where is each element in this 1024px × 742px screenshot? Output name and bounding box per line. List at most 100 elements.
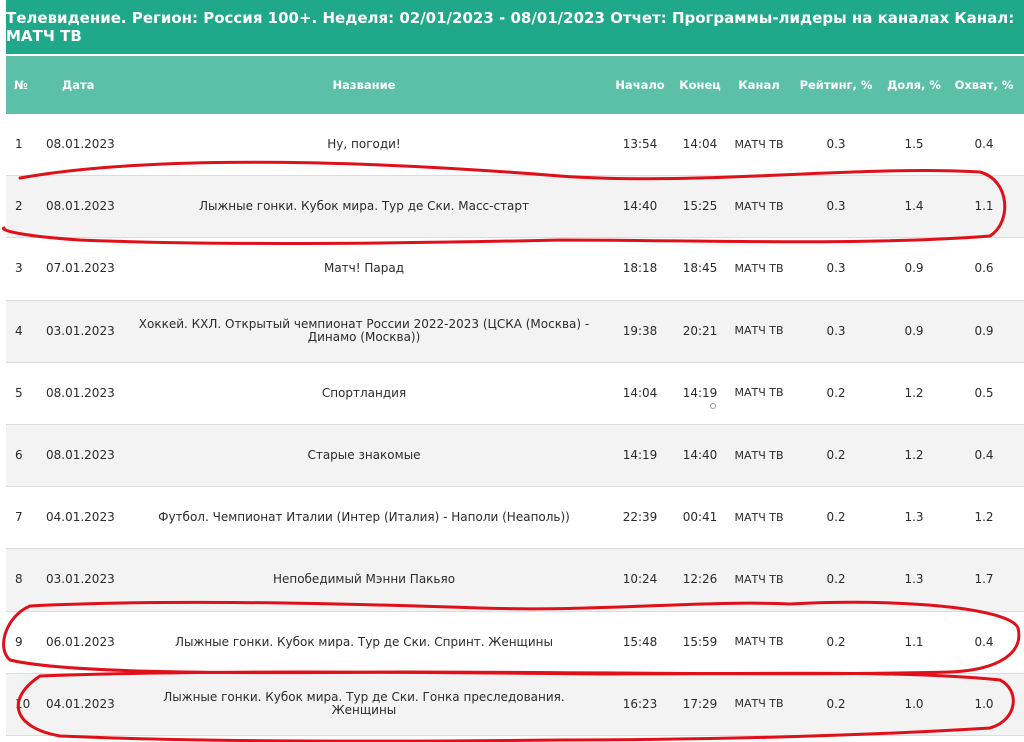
cell-reach: 1.2 [974, 510, 994, 525]
cell-channel: МАТЧ ТВ [734, 697, 784, 711]
cell-num: 9 [15, 634, 23, 649]
cell-start: 16:23 [622, 696, 658, 711]
cell-share: 1.2 [904, 385, 924, 400]
cell-num: 6 [15, 448, 23, 463]
cell-name: Спортландия [321, 385, 407, 400]
cell-num: 3 [15, 261, 23, 276]
cell-share: 1.0 [904, 696, 924, 711]
cell-name: Хоккей. КХЛ. Открытый чемпионат России 2… [138, 317, 590, 345]
cell-date: 08.01.2023 [46, 137, 115, 152]
cell-start: 19:38 [622, 323, 658, 338]
cell-channel: МАТЧ ТВ [734, 137, 784, 151]
cell-name: Лыжные гонки. Кубок мира. Тур де Ски. Го… [163, 690, 565, 718]
cell-end: 14:19 [682, 385, 718, 400]
cell-rating: 0.3 [826, 137, 846, 152]
column-header-rating[interactable]: Рейтинг, % [799, 77, 873, 92]
cell-share: 1.1 [904, 634, 924, 649]
column-header-share[interactable]: Доля, % [887, 77, 941, 92]
cell-start: 14:04 [622, 385, 658, 400]
cell-reach: 0.9 [974, 323, 994, 338]
table-row[interactable]: 2 08.01.2023 Лыжные гонки. Кубок мира. Тур… [6, 176, 1024, 239]
cell-channel: МАТЧ ТВ [734, 448, 784, 462]
cell-end: 18:45 [682, 261, 718, 276]
cell-rating: 0.3 [826, 261, 846, 276]
cell-start: 13:54 [622, 137, 658, 152]
cell-name: Ну, погоди! [327, 137, 401, 152]
column-header-date[interactable]: Дата [62, 77, 95, 92]
cell-channel: МАТЧ ТВ [734, 261, 784, 275]
cell-name: Старые знакомые [307, 448, 421, 463]
cell-num: 5 [15, 385, 23, 400]
cell-reach: 0.5 [974, 385, 994, 400]
cell-channel: МАТЧ ТВ [734, 324, 784, 338]
cell-num: 2 [15, 199, 23, 214]
cursor-dot-icon [710, 402, 716, 409]
table-row[interactable]: 9 06.01.2023 Лыжные гонки. Кубок мира. Тур… [6, 612, 1024, 674]
cell-rating: 0.3 [826, 323, 846, 338]
cell-reach: 1.7 [974, 572, 994, 587]
table-row[interactable]: 4 03.01.2023 Хоккей. КХЛ. Открытый чемпион… [6, 300, 1024, 363]
table-row[interactable]: 10 04.01.2023 Лыжные гонки. Кубок мира. Ту… [6, 673, 1024, 736]
cell-end: 14:40 [682, 448, 718, 463]
cell-name: Лыжные гонки. Кубок мира. Тур де Ски. Сп… [175, 634, 553, 649]
cell-share: 1.4 [904, 199, 924, 214]
cell-start: 10:24 [622, 572, 658, 587]
cell-share: 0.9 [904, 323, 924, 338]
cell-end: 15:59 [682, 634, 718, 649]
cell-end: 20:21 [682, 323, 718, 338]
column-header-name[interactable]: Название [332, 77, 396, 92]
cell-start: 15:48 [622, 634, 658, 649]
table-row[interactable]: 1 08.01.2023 Ну, погоди! 13:54 14:04 МАТЧ ТВ 0… [6, 114, 1024, 177]
cell-num: 8 [15, 572, 23, 587]
table-row[interactable]: 8 03.01.2023 Непобедимый Мэнни Пакьяо 10:24… [6, 549, 1024, 612]
cell-channel: МАТЧ ТВ [734, 199, 784, 213]
column-header-start[interactable]: Начало [615, 77, 665, 92]
cell-rating: 0.2 [826, 696, 846, 711]
cell-channel: МАТЧ ТВ [734, 386, 784, 400]
cell-end: 15:25 [682, 199, 718, 214]
cell-name: Лыжные гонки. Кубок мира. Тур де Ски. Ма… [198, 199, 530, 214]
cell-reach: 0.4 [974, 137, 994, 152]
column-header-num[interactable]: № [14, 77, 28, 92]
cell-date: 03.01.2023 [46, 323, 115, 338]
cell-name: Матч! Парад [323, 261, 405, 276]
cell-rating: 0.2 [826, 448, 846, 463]
table-row[interactable]: 7 04.01.2023 Футбол. Чемпионат Италии (Инт… [6, 487, 1024, 550]
report-title: Телевидение. Регион: Россия 100+. Неделя… [6, 0, 1024, 54]
cell-name: Непобедимый Мэнни Пакьяо [272, 572, 456, 587]
cell-share: 1.3 [904, 572, 924, 587]
table-body: 1 08.01.2023 Ну, погоди! 13:54 14:04 МАТЧ ТВ 0… [6, 114, 1024, 736]
column-header-end[interactable]: Конец [679, 77, 721, 92]
cell-date: 08.01.2023 [46, 385, 115, 400]
cell-share: 0.9 [904, 261, 924, 276]
cell-channel: МАТЧ ТВ [734, 510, 784, 524]
cell-date: 04.01.2023 [46, 510, 115, 525]
cell-date: 04.01.2023 [46, 696, 115, 711]
cell-date: 06.01.2023 [46, 634, 115, 649]
cell-start: 22:39 [622, 510, 658, 525]
cell-date: 03.01.2023 [46, 572, 115, 587]
cell-num: 10 [15, 696, 31, 711]
cell-end: 14:04 [682, 137, 718, 152]
cell-end: 00:41 [682, 510, 718, 525]
cell-rating: 0.3 [826, 199, 846, 214]
cell-rating: 0.2 [826, 572, 846, 587]
cell-num: 4 [15, 323, 23, 338]
cell-reach: 1.0 [974, 696, 994, 711]
table-row[interactable]: 6 08.01.2023 Старые знакомые 14:19 14:40 МАТЧ… [6, 424, 1024, 488]
table-row[interactable]: 3 07.01.2023 Матч! Парад 18:18 18:45 МАТЧ ТВ 0… [6, 238, 1024, 301]
cell-start: 14:40 [622, 199, 658, 214]
column-header-channel[interactable]: Канал [738, 77, 780, 92]
cell-date: 07.01.2023 [46, 261, 115, 276]
cell-rating: 0.2 [826, 510, 846, 525]
cell-date: 08.01.2023 [46, 199, 115, 214]
cell-channel: МАТЧ ТВ [734, 635, 784, 649]
table-header: № Дата Название Начало Конец Канал Рейти… [6, 56, 1024, 114]
cell-end: 12:26 [682, 572, 718, 587]
table-row[interactable]: 5 08.01.2023 Спортландия 14:04 14:19 МАТЧ ТВ 0… [6, 363, 1024, 425]
cell-reach: 0.4 [974, 448, 994, 463]
column-header-reach[interactable]: Охват, % [954, 77, 1014, 92]
cell-num: 7 [15, 510, 23, 525]
cell-rating: 0.2 [826, 385, 846, 400]
